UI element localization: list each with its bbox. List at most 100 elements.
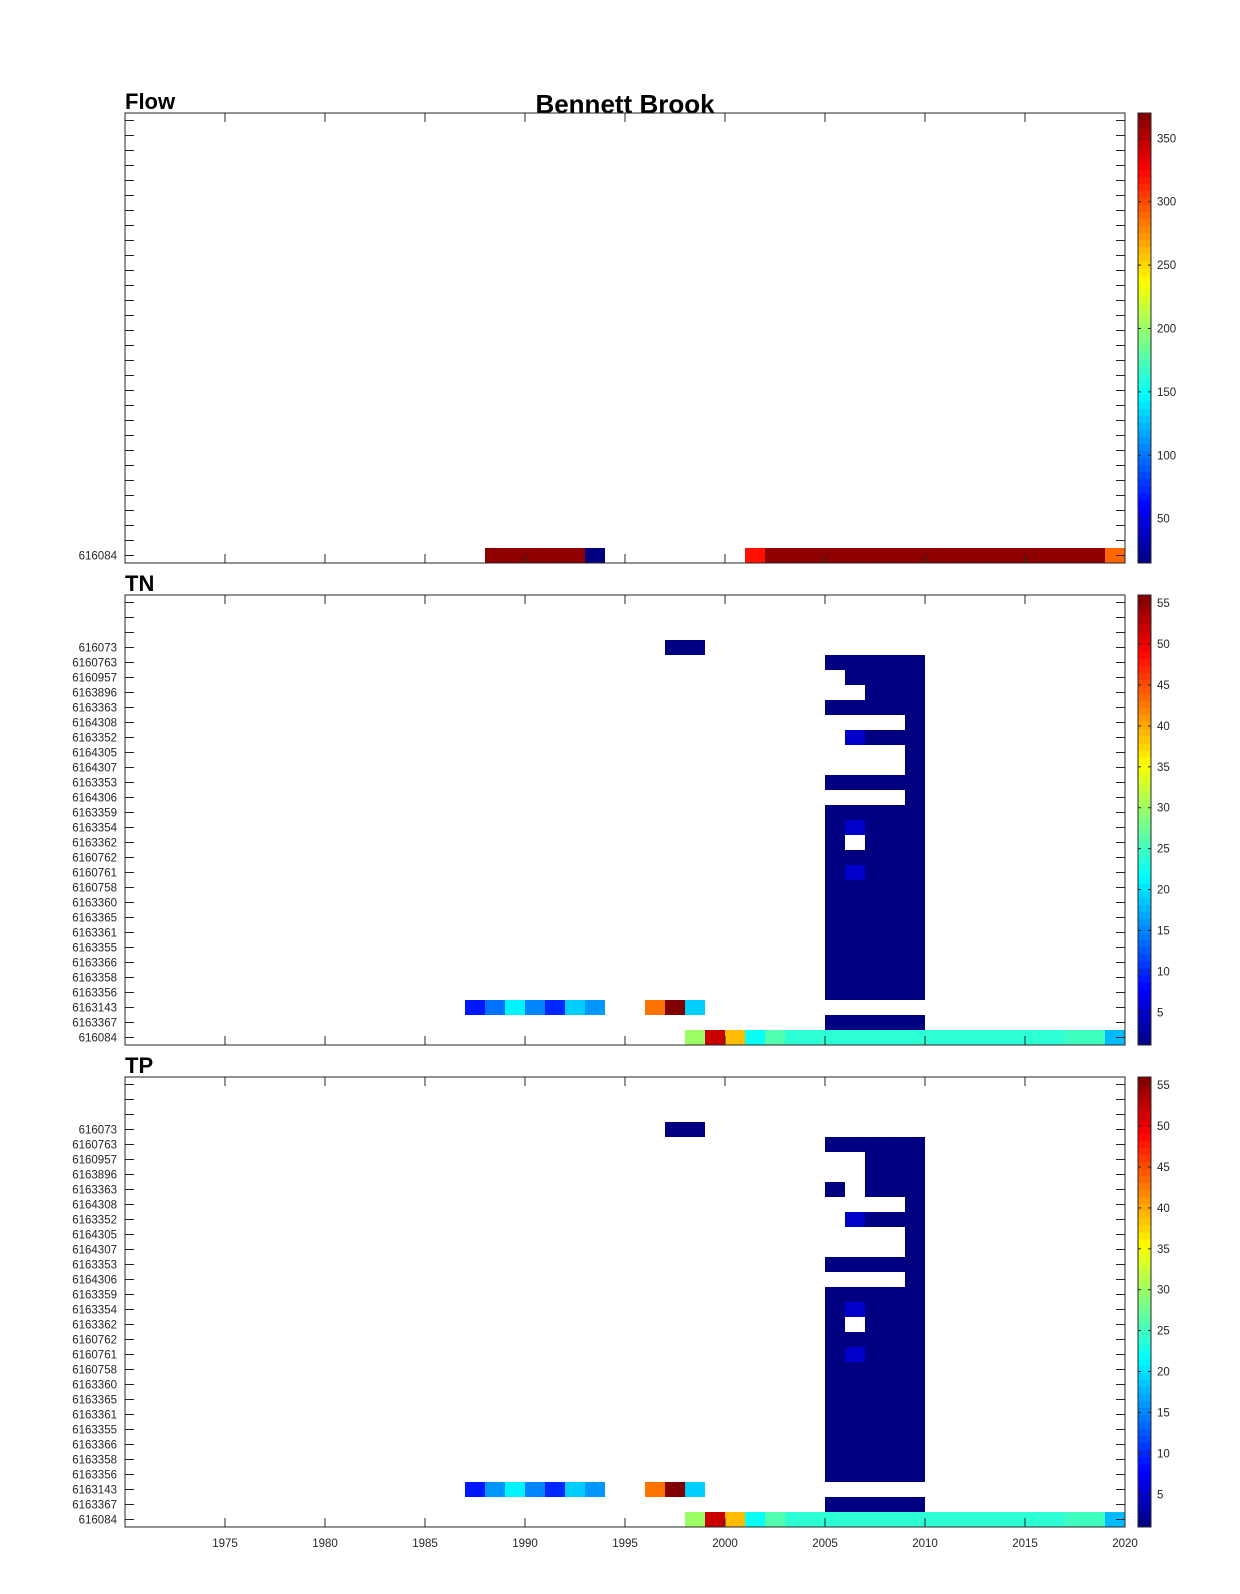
colorbar-tick-label: 45 xyxy=(1157,1162,1170,1174)
heatmap-cell xyxy=(905,1227,925,1242)
colorbar-band xyxy=(1138,911,1151,920)
colorbar-band xyxy=(1138,1316,1151,1324)
colorbar-band xyxy=(1138,485,1151,494)
heatmap-cell xyxy=(505,1000,525,1015)
colorbar-band xyxy=(1138,1449,1151,1458)
colorbar-band xyxy=(1138,555,1151,564)
colorbar-band xyxy=(1138,373,1151,381)
colorbar-band xyxy=(1138,183,1151,191)
colorbar-band xyxy=(1138,784,1151,793)
colorbar-tick-label: 15 xyxy=(1157,925,1170,937)
colorbar-band xyxy=(1138,464,1151,473)
colorbar-band xyxy=(1138,1519,1151,1528)
heatmap-cell xyxy=(825,1422,925,1437)
heatmap-cell xyxy=(865,730,925,745)
colorbar-band xyxy=(1138,1009,1151,1018)
y-tick-label: 6163359 xyxy=(72,808,117,820)
y-tick-label: 6160763 xyxy=(72,1140,117,1152)
colorbar-tick-label: 250 xyxy=(1157,260,1176,272)
x-tick-label: 1975 xyxy=(212,1538,238,1550)
heatmap-cell xyxy=(585,1000,605,1015)
panels: Flow 616084 50 100 150 200 250 300 350 TN 616084 61… xyxy=(72,89,1176,1550)
y-tick-label: 6163361 xyxy=(72,1410,117,1422)
colorbar-band xyxy=(1138,1344,1151,1352)
heatmap-cell xyxy=(665,1000,685,1015)
panel-tn: TN 616084 6163367 6163143 6163356 6163358 6163… xyxy=(72,571,1170,1046)
colorbar-band xyxy=(1138,260,1151,269)
heatmap-cell xyxy=(505,1482,525,1497)
colorbar-band xyxy=(1138,693,1151,702)
heatmap-cell xyxy=(685,1030,705,1045)
y-tick-label: 6164305 xyxy=(72,1230,117,1242)
colorbar-band xyxy=(1138,1414,1151,1423)
x-tick-label: 1995 xyxy=(612,1538,638,1550)
colorbar-band xyxy=(1138,288,1151,297)
heatmap-cell xyxy=(825,775,925,790)
y-tick-label: 6160758 xyxy=(72,883,117,895)
heatmap-cell xyxy=(825,880,925,895)
y-tick-label: 6163362 xyxy=(72,838,117,850)
colorbar-band xyxy=(1138,281,1151,290)
colorbar-band xyxy=(1138,352,1151,360)
y-tick-label: 6163354 xyxy=(72,1305,117,1317)
colorbar-band xyxy=(1138,770,1151,779)
colorbar-band xyxy=(1138,1273,1151,1282)
colorbar-band xyxy=(1138,820,1151,828)
colorbar-band xyxy=(1138,548,1151,557)
y-tick-label: 6163363 xyxy=(72,703,117,715)
y-tick-label: 6160761 xyxy=(72,1350,117,1362)
colorbar-tick-label: 35 xyxy=(1157,1244,1170,1256)
heatmap-cell xyxy=(705,1030,725,1045)
heatmap-cell xyxy=(665,1482,685,1497)
heatmap-cell xyxy=(645,1000,665,1015)
colorbar-band xyxy=(1138,1505,1151,1514)
heatmap-cell xyxy=(765,548,1105,563)
colorbar-band xyxy=(1138,1112,1151,1120)
colorbar-band xyxy=(1138,274,1151,283)
colorbar-tick-label: 40 xyxy=(1157,721,1170,733)
colorbar-band xyxy=(1138,359,1151,367)
colorbar-band xyxy=(1138,330,1151,339)
heatmap-cell xyxy=(1105,1030,1125,1045)
colorbar-band xyxy=(1138,1217,1151,1226)
heatmap-cell xyxy=(825,940,925,955)
heatmap-cell xyxy=(705,1512,725,1527)
y-tick-label: 6160761 xyxy=(72,868,117,880)
heatmap-cell xyxy=(685,1482,705,1497)
y-tick-label: 6163365 xyxy=(72,913,117,925)
heatmap-cell xyxy=(1065,1512,1105,1527)
colorbar-band xyxy=(1138,338,1151,346)
y-tick-label: 6163143 xyxy=(72,1003,117,1015)
heatmap-cell xyxy=(545,1000,565,1015)
colorbar-band xyxy=(1138,1407,1151,1416)
heatmap-cell xyxy=(825,910,925,925)
y-tick-label: 6163356 xyxy=(72,988,117,1000)
heatmap-cell xyxy=(765,1030,785,1045)
colorbar-band xyxy=(1138,457,1151,466)
heatmap-cell xyxy=(565,1482,585,1497)
colorbar-tick-label: 150 xyxy=(1157,387,1176,399)
colorbar-band xyxy=(1138,1428,1151,1437)
colorbar-band xyxy=(1138,651,1151,659)
colorbar-tick-label: 20 xyxy=(1157,1367,1170,1379)
colorbar-band xyxy=(1138,953,1151,962)
colorbar-band xyxy=(1138,422,1151,431)
colorbar-band xyxy=(1138,295,1151,304)
colorbar-band xyxy=(1138,1386,1151,1395)
y-tick-label: 6163360 xyxy=(72,1380,117,1392)
colorbar-band xyxy=(1138,1023,1151,1032)
colorbar-band xyxy=(1138,841,1151,849)
colorbar-tick-label: 40 xyxy=(1157,1203,1170,1215)
plot-area xyxy=(125,113,1125,563)
heatmap-cell xyxy=(525,1482,545,1497)
heatmap-cell xyxy=(865,1212,925,1227)
colorbar-band xyxy=(1138,1084,1151,1092)
heatmap-cell xyxy=(725,1512,745,1527)
colorbar-band xyxy=(1138,1126,1151,1134)
heatmap-cell xyxy=(845,1302,865,1317)
y-tick-label: 6163367 xyxy=(72,1500,117,1512)
colorbar-band xyxy=(1138,429,1151,438)
colorbar-tick-label: 5 xyxy=(1157,1007,1163,1019)
colorbar-band xyxy=(1138,1287,1151,1296)
